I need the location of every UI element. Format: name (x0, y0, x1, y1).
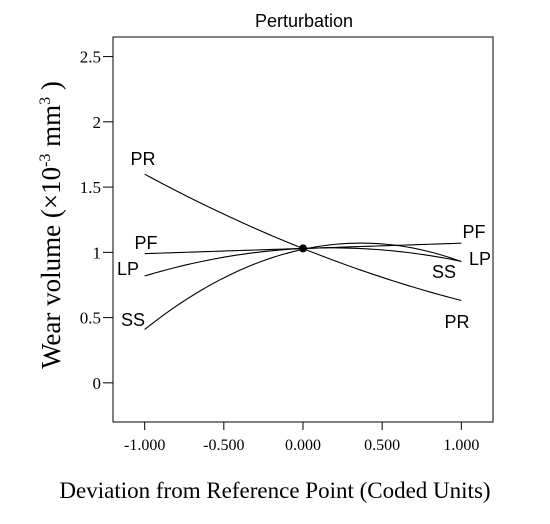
y-tick-label: 0.5 (80, 309, 101, 328)
x-tick-label: -0.500 (203, 437, 244, 454)
series-label-pr-right: PR (444, 312, 469, 332)
y-tick-label: 1 (93, 243, 102, 262)
plot-frame (112, 36, 494, 423)
series-label-pf-right: PF (462, 222, 485, 242)
series-line-ss (144, 242, 462, 330)
y-tick-label: 2 (93, 113, 102, 132)
y-axis-label: Wear volume (×10-3 mm3 ) (36, 81, 66, 369)
series-labels: PR PR PF PF LP LP SS SS (117, 149, 491, 332)
reference-point (299, 244, 307, 253)
x-tick-label: 0.000 (285, 437, 321, 454)
x-axis-label: Deviation from Reference Point (Coded Un… (59, 478, 491, 503)
series-label-ss-left: SS (121, 310, 145, 330)
y-tick-label: 1.5 (80, 178, 101, 197)
series-label-lp-right: LP (469, 249, 491, 269)
series-label-pf-left: PF (134, 233, 157, 253)
x-axis: -1.000 -0.500 0.000 0.500 1.000 (124, 422, 479, 454)
chart-title: Perturbation (255, 11, 353, 31)
series-label-ss-right: SS (432, 262, 456, 282)
x-tick-label: 1.000 (443, 437, 479, 454)
x-tick-label: -1.000 (124, 437, 165, 454)
y-tick-label: 0 (93, 374, 102, 393)
series-line-pr (144, 173, 462, 302)
series-label-lp-left: LP (117, 259, 139, 279)
x-tick-label: 0.500 (364, 437, 400, 454)
series-label-pr-left: PR (130, 149, 155, 169)
y-tick-label: 2.5 (80, 48, 101, 67)
y-axis: 0 0.5 1 1.5 2 2.5 (80, 48, 113, 393)
